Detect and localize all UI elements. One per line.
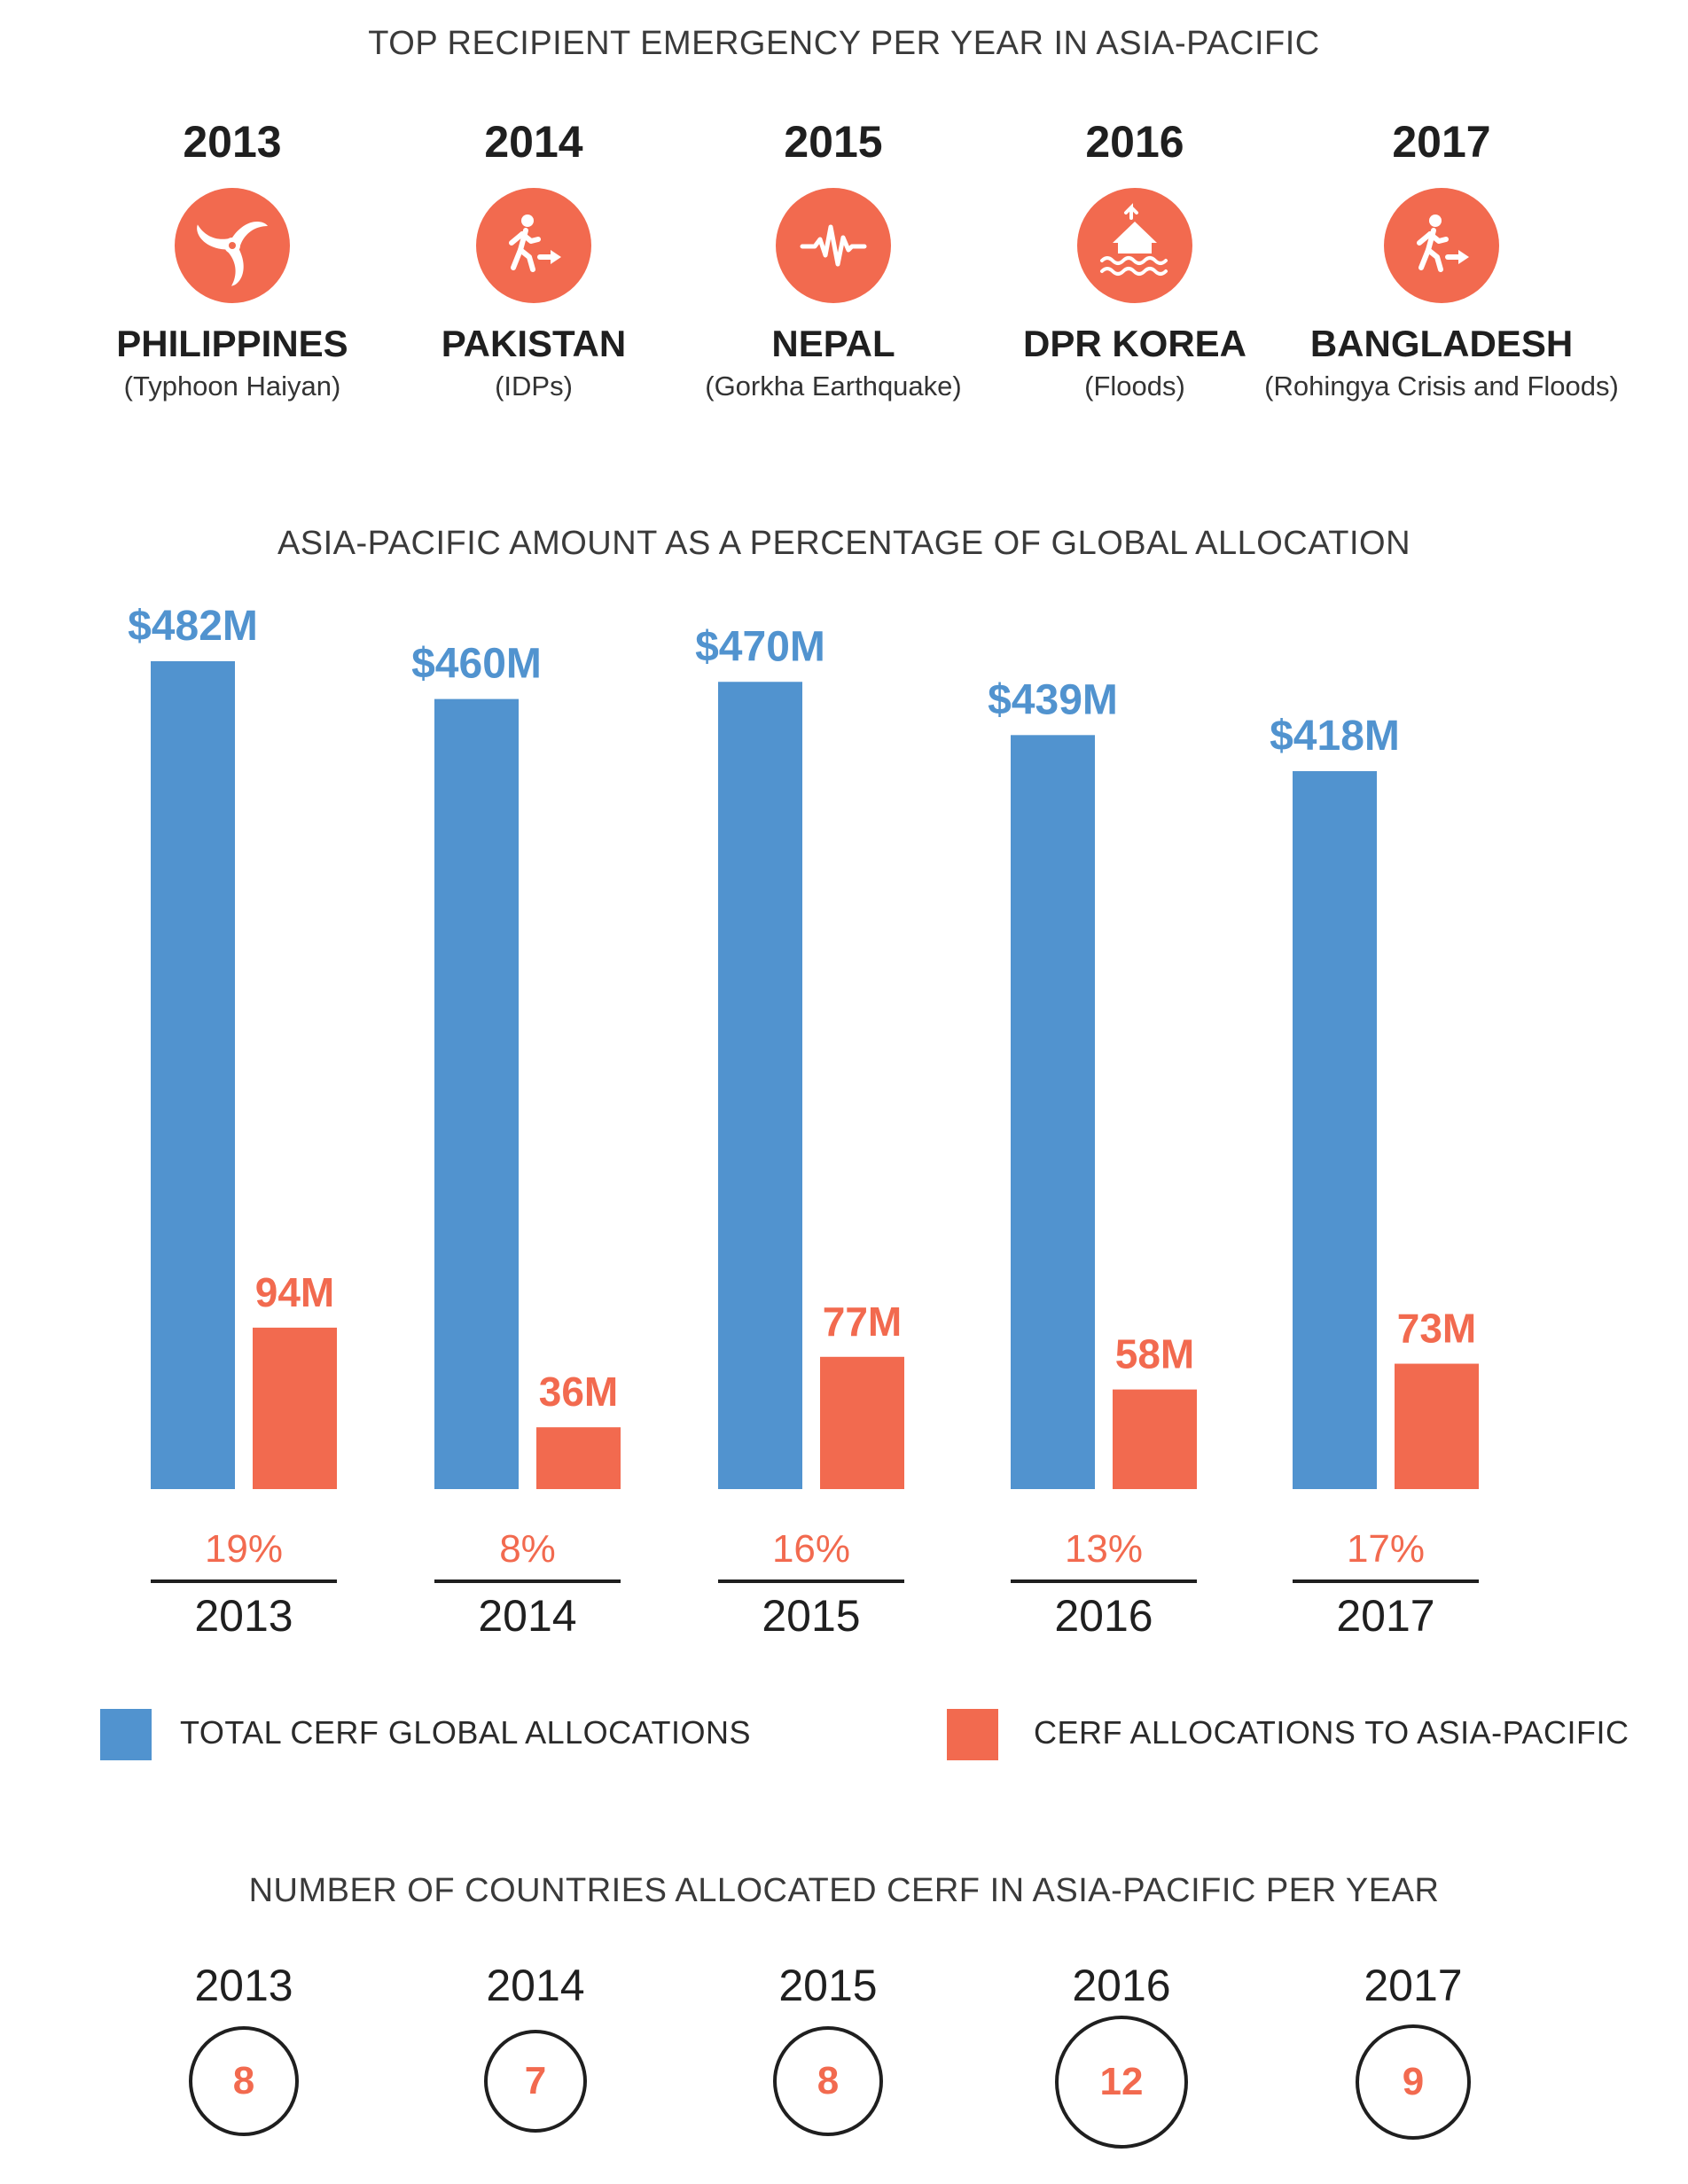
legend-swatch-asia-pacific (947, 1709, 998, 1760)
chart-title: ASIA-PACIFIC AMOUNT AS A PERCENTAGE OF G… (277, 525, 1411, 562)
label-global-2014: $460M (411, 641, 542, 688)
emergency-event: (Floods) (1084, 370, 1185, 402)
emergency-event: (Rohingya Crisis and Floods) (1264, 370, 1619, 402)
country-count-circle: 9 (1356, 2024, 1471, 2140)
bar-global-2017 (1293, 771, 1377, 1489)
percentage-2017: 17% (1347, 1527, 1425, 1571)
legend-label-global: TOTAL CERF GLOBAL ALLOCATIONS (180, 1714, 752, 1751)
emergency-event: (IDPs) (495, 370, 573, 402)
bar-asia-pacific-2017 (1395, 1363, 1479, 1489)
label-global-2017: $418M (1270, 713, 1400, 760)
x-tick-label-2014: 2014 (478, 1591, 576, 1641)
emergency-year: 2013 (183, 117, 282, 167)
label-asia-pacific-2014: 36M (539, 1369, 618, 1415)
emergency-event: (Gorkha Earthquake) (705, 370, 962, 402)
bar-asia-pacific-2015 (820, 1356, 904, 1489)
x-tick-label-2017: 2017 (1336, 1591, 1434, 1641)
percentage-2013: 19% (205, 1527, 283, 1571)
label-asia-pacific-2017: 73M (1397, 1306, 1476, 1352)
earthquake-icon (776, 188, 891, 303)
country-count-2015: 2015 8 (695, 1959, 961, 2136)
country-count-circle: 7 (484, 2030, 587, 2133)
country-count-circle: 8 (773, 2026, 883, 2136)
country-count-year: 2017 (1364, 1961, 1463, 2010)
country-count-value: 7 (524, 2059, 547, 2102)
country-count-value: 8 (232, 2059, 255, 2102)
emergency-2016: 2016 DPR KOREA (Floods) (957, 115, 1312, 402)
emergency-year: 2017 (1392, 117, 1491, 167)
bar-asia-pacific-2013 (253, 1327, 337, 1489)
emergency-country: BANGLADESH (1309, 323, 1574, 364)
bar-global-2013 (151, 661, 235, 1489)
country-count-2013: 2013 8 (111, 1959, 377, 2136)
emergency-year: 2014 (484, 117, 583, 167)
country-count-year: 2015 (778, 1961, 878, 2010)
bar-asia-pacific-2016 (1113, 1389, 1197, 1489)
flood-icon (1077, 188, 1192, 303)
emergency-2015: 2015 NEPAL (Gorkha Earthquake) (656, 115, 1011, 402)
emergency-year: 2015 (784, 117, 883, 167)
emergency-event: (Typhoon Haiyan) (123, 370, 341, 402)
country-count-year: 2016 (1072, 1961, 1171, 2010)
label-asia-pacific-2013: 94M (255, 1269, 334, 1315)
label-global-2013: $482M (128, 603, 258, 650)
emergency-2014: 2014 PAKISTAN (IDPs) (356, 115, 711, 402)
emergency-country: NEPAL (771, 323, 895, 364)
percentage-2015: 16% (772, 1527, 850, 1571)
bar-asia-pacific-2014 (536, 1427, 621, 1489)
country-count-year: 2013 (194, 1961, 293, 2010)
bar-global-2014 (434, 698, 519, 1489)
bar-chart: $482M 94M 19% 2013 $460M 36M 8% 2014 $470M 77M 16%… (128, 603, 1479, 1641)
percentage-2016: 13% (1065, 1527, 1143, 1571)
bar-global-2016 (1011, 735, 1095, 1489)
country-count-2016: 2016 12 (989, 1959, 1254, 2149)
emergency-country: DPR KOREA (1022, 323, 1247, 364)
country-count-value: 9 (1402, 2060, 1425, 2103)
displaced-person-icon (476, 188, 591, 303)
country-count-2014: 2014 7 (402, 1959, 668, 2133)
country-count-2017: 2017 9 (1280, 1959, 1546, 2140)
label-asia-pacific-2016: 58M (1115, 1331, 1194, 1377)
country-count-value: 12 (1099, 2060, 1144, 2103)
country-count-year: 2014 (486, 1961, 585, 2010)
label-asia-pacific-2015: 77M (823, 1299, 902, 1345)
label-global-2015: $470M (695, 623, 825, 670)
percentage-2014: 8% (499, 1527, 556, 1571)
bar-global-2015 (718, 682, 802, 1489)
country-count-circle: 8 (189, 2026, 299, 2136)
x-tick-label-2013: 2013 (194, 1591, 293, 1641)
legend-swatch-global (100, 1709, 152, 1760)
typhoon-icon (175, 188, 290, 303)
countries-title: NUMBER OF COUNTRIES ALLOCATED CERF IN AS… (248, 1872, 1440, 1909)
country-count-value: 8 (817, 2059, 840, 2102)
emergency-2017: 2017 BANGLADESH (Rohingya Crisis and Flo… (1264, 115, 1619, 402)
x-tick-label-2016: 2016 (1054, 1591, 1153, 1641)
emergency-2013: 2013 PHILIPPINES (Typhoon Haiyan) (55, 115, 410, 402)
displaced-person-icon (1384, 188, 1499, 303)
label-global-2016: $439M (988, 676, 1118, 723)
emergencies-title: TOP RECIPIENT EMERGENCY PER YEAR IN ASIA… (368, 25, 1320, 62)
x-tick-label-2015: 2015 (762, 1591, 860, 1641)
country-count-circle: 12 (1055, 2016, 1188, 2149)
emergency-year: 2016 (1085, 117, 1184, 167)
legend-label-asia-pacific: CERF ALLOCATIONS TO ASIA-PACIFIC (1034, 1714, 1629, 1751)
emergency-country: PHILIPPINES (116, 323, 348, 364)
emergency-country: PAKISTAN (441, 323, 627, 364)
